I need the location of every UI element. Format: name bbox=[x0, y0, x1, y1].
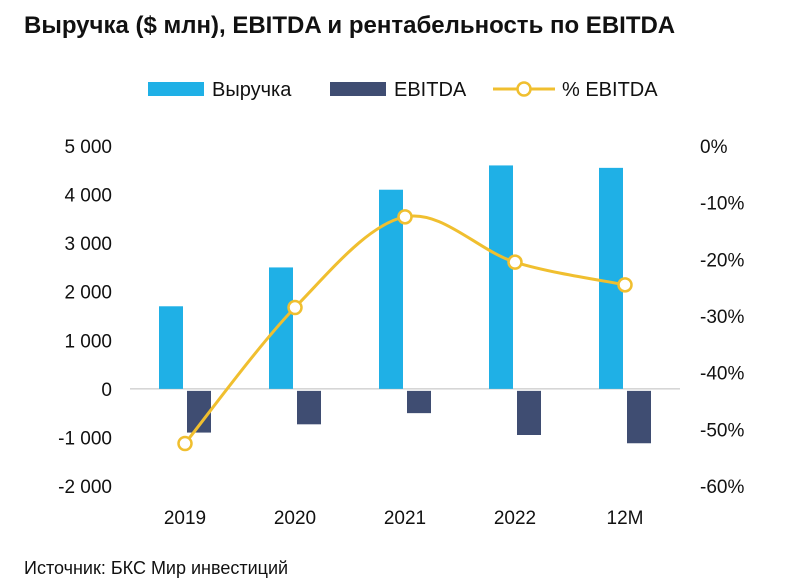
margin-point bbox=[617, 277, 633, 293]
x-tick-label: 12M bbox=[607, 508, 644, 529]
legend-swatch-ebitda bbox=[330, 82, 386, 96]
margin-point bbox=[177, 435, 193, 452]
legend-swatch-revenue bbox=[148, 82, 204, 96]
chart-title: Выручка ($ млн), EBITDA и рентабельность… bbox=[24, 12, 676, 39]
x-tick-label: 2020 bbox=[274, 508, 316, 529]
source-note: Источник: БКС Мир инвестиций bbox=[24, 558, 289, 578]
x-axis-labels: 2019 2020 2021 2022 12M bbox=[164, 508, 644, 529]
margin-point bbox=[397, 209, 413, 225]
right-tick-label: -40% bbox=[700, 364, 744, 385]
left-tick-label: 3 000 bbox=[64, 234, 112, 255]
legend-label-revenue: Выручка bbox=[212, 79, 292, 101]
legend-label-ebitda: EBITDA bbox=[394, 79, 467, 101]
left-axis: 5 000 4 000 3 000 2 000 1 000 0 -1 000 -2 000 bbox=[58, 137, 680, 498]
left-tick-label: 2 000 bbox=[64, 283, 112, 304]
legend: Выручка EBITDA % EBITDA bbox=[148, 79, 658, 101]
right-tick-label: -50% bbox=[700, 420, 744, 441]
margin-line-group bbox=[177, 209, 633, 452]
bar-ebitda bbox=[297, 390, 321, 425]
legend-swatch-margin-marker bbox=[516, 81, 532, 97]
bar-ebitda bbox=[627, 390, 651, 444]
right-tick-label: -30% bbox=[700, 307, 744, 328]
bar-revenue bbox=[489, 165, 513, 389]
bar-revenue bbox=[269, 267, 293, 389]
margin-point bbox=[507, 254, 523, 270]
x-tick-label: 2019 bbox=[164, 508, 206, 529]
bars-group bbox=[159, 165, 651, 444]
legend-label-margin: % EBITDA bbox=[562, 79, 658, 101]
right-axis: 0% -10% -20% -30% -40% -50% -60% bbox=[700, 137, 744, 498]
left-tick-label: 4 000 bbox=[64, 186, 112, 207]
right-tick-label: -10% bbox=[700, 194, 744, 215]
bar-revenue bbox=[599, 167, 623, 389]
right-tick-label: -60% bbox=[700, 477, 744, 498]
left-tick-label: -1 000 bbox=[58, 428, 112, 449]
bar-ebitda bbox=[517, 390, 541, 435]
right-tick-label: 0% bbox=[700, 137, 728, 158]
left-tick-label: 0 bbox=[101, 380, 112, 401]
margin-line bbox=[183, 214, 626, 445]
left-tick-label: -2 000 bbox=[58, 477, 112, 498]
left-tick-label: 1 000 bbox=[64, 331, 112, 352]
bar-ebitda bbox=[407, 390, 431, 414]
bar-revenue bbox=[159, 306, 183, 389]
left-tick-label: 5 000 bbox=[64, 137, 112, 158]
right-tick-label: -20% bbox=[700, 250, 744, 271]
x-tick-label: 2021 bbox=[384, 508, 426, 529]
x-tick-label: 2022 bbox=[494, 508, 536, 529]
margin-point bbox=[287, 299, 303, 316]
